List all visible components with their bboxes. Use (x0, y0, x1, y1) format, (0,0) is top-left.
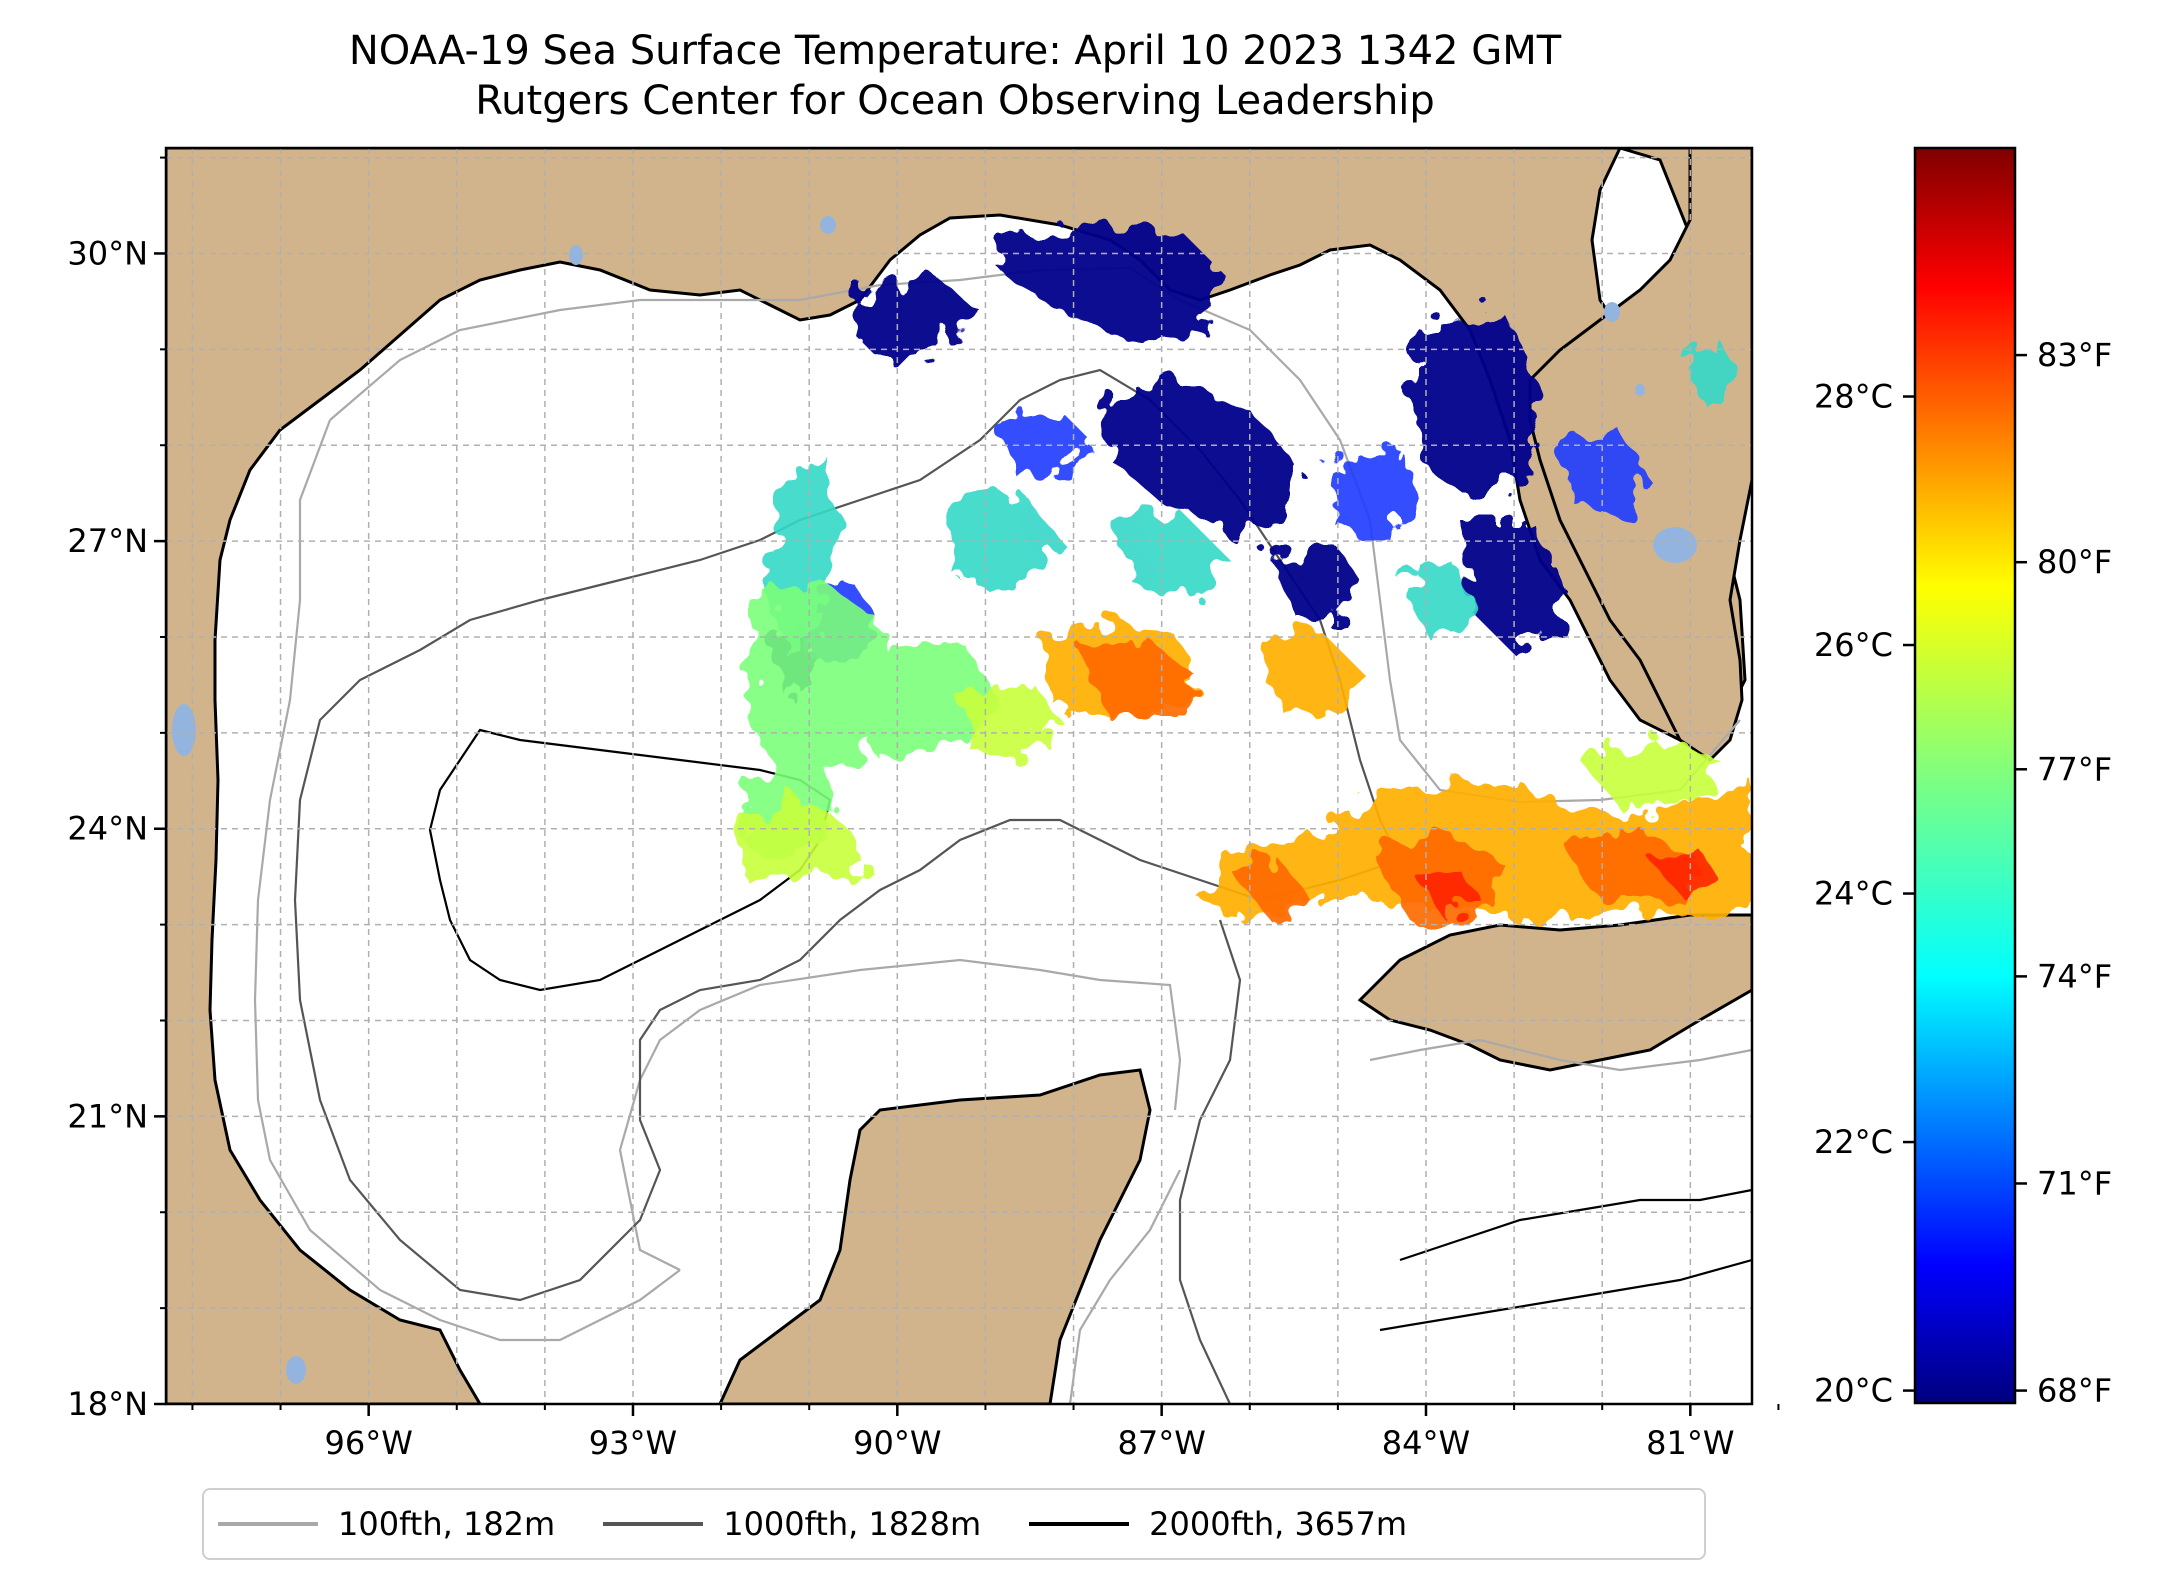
lakes-layer (172, 216, 1697, 1384)
colorbar-celsius-label: 20°C (1814, 1372, 1893, 1410)
colorbar-fahrenheit-label: 77°F (2037, 750, 2112, 788)
colorbar (1913, 146, 2017, 1405)
lat-axis: 30°N 27°N 24°N 21°N 18°N (67, 156, 166, 1423)
colorbar-fahrenheit-label: 68°F (2037, 1372, 2112, 1410)
colorbar-celsius-axis: 28°C 26°C 24°C 22°C 20°C (1814, 378, 1915, 1410)
lon-tick-label: 96°W (324, 1424, 412, 1462)
colorbar-fahrenheit-label: 71°F (2037, 1164, 2112, 1202)
lat-tick-label: 27°N (67, 522, 148, 560)
map-frame (164, 146, 1754, 1406)
colorbar-celsius-label: 22°C (1814, 1123, 1893, 1161)
map-gridlines (166, 148, 1752, 1404)
lat-tick-label: 18°N (67, 1385, 148, 1423)
legend-line-swatch (218, 1522, 318, 1526)
legend-line-swatch (1029, 1522, 1130, 1526)
colorbar-fahrenheit-label: 74°F (2037, 957, 2112, 995)
lon-tick-label: 90°W (853, 1424, 941, 1462)
lon-tick-label: 81°W (1646, 1424, 1734, 1462)
lat-tick-label: 30°N (67, 234, 148, 272)
legend-item: 100fth, 182m (218, 1505, 555, 1543)
colorbar-celsius-label: 28°C (1814, 378, 1893, 416)
colorbar-fahrenheit-label: 80°F (2037, 543, 2112, 581)
legend-line-swatch (603, 1522, 704, 1526)
legend-item: 1000fth, 1828m (603, 1505, 981, 1543)
contour-100fth (253, 266, 1752, 1404)
lat-tick-label: 24°N (67, 810, 148, 848)
legend-label: 1000fth, 1828m (723, 1505, 982, 1543)
legend-item: 2000fth, 3657m (1029, 1505, 1407, 1543)
map-subtitle: Rutgers Center for Ocean Observing Leade… (475, 78, 1435, 124)
colorbar-celsius-label: 26°C (1814, 626, 1893, 664)
lon-tick-label: 87°W (1117, 1424, 1205, 1462)
legend-label: 100fth, 182m (338, 1505, 556, 1543)
map-title: NOAA-19 Sea Surface Temperature: April 1… (348, 28, 1562, 74)
lat-tick-label: 21°N (67, 1097, 148, 1135)
lon-tick-label: 93°W (589, 1424, 677, 1462)
colorbar-celsius-label: 24°C (1814, 875, 1893, 913)
contour-2000fth (428, 728, 1752, 1332)
lon-axis: 96°W 93°W 90°W 87°W 84°W 81°W (191, 1404, 1780, 1462)
yucatan-land (718, 1068, 1152, 1404)
colorbar-fahrenheit-axis: 83°F 80°F 77°F 74°F 71°F 68°F (2015, 336, 2112, 1410)
bathymetry-legend: 100fth, 182m 1000fth, 1828m 2000fth, 3657m (202, 1488, 1706, 1560)
legend-label: 2000fth, 3657m (1149, 1505, 1408, 1543)
colorbar-fahrenheit-label: 83°F (2037, 336, 2112, 374)
lon-tick-label: 84°W (1382, 1424, 1470, 1462)
land-layer (166, 148, 1752, 1404)
